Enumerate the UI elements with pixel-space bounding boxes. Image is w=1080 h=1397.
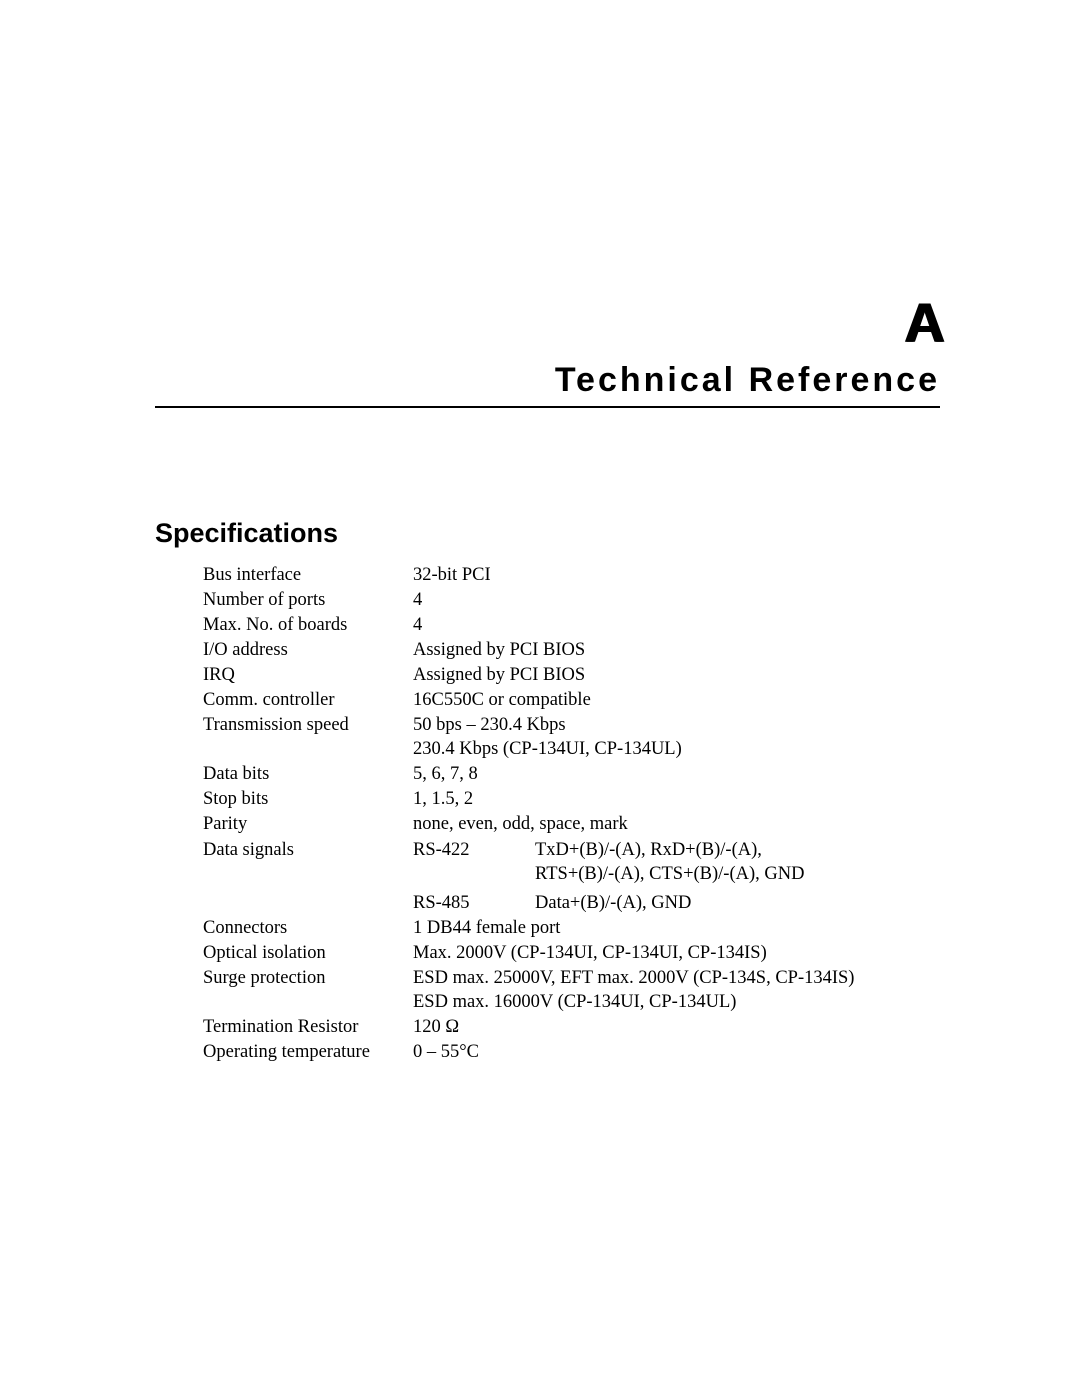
spec-label: Parity: [203, 812, 413, 836]
spec-label: IRQ: [203, 663, 413, 687]
spec-value: 4: [413, 613, 940, 637]
spec-value-line: ESD max. 25000V, EFT max. 2000V (CP-134S…: [413, 966, 940, 990]
spec-row: Connectors 1 DB44 female port: [203, 916, 940, 940]
spec-value: 120 Ω: [413, 1015, 940, 1039]
spec-subcol: TxD+(B)/-(A), RxD+(B)/-(A), RTS+(B)/-(A)…: [535, 838, 940, 886]
spec-label: Stop bits: [203, 787, 413, 811]
spec-subcol: Data+(B)/-(A), GND: [535, 891, 940, 915]
spec-row: IRQ Assigned by PCI BIOS: [203, 663, 940, 687]
spec-value: none, even, odd, space, mark: [413, 812, 940, 836]
spec-label: Comm. controller: [203, 688, 413, 712]
spec-row: Optical isolation Max. 2000V (CP-134UI, …: [203, 941, 940, 965]
spec-value: 1 DB44 female port: [413, 916, 940, 940]
spec-value: 4: [413, 588, 940, 612]
spec-value: 32-bit PCI: [413, 563, 940, 587]
spec-row: Data bits 5, 6, 7, 8: [203, 762, 940, 786]
spec-value: Assigned by PCI BIOS: [413, 638, 940, 662]
spec-row: Max. No. of boards 4: [203, 613, 940, 637]
spec-label: Bus interface: [203, 563, 413, 587]
spec-value-line: 230.4 Kbps (CP-134UI, CP-134UL): [413, 737, 940, 761]
spec-label: Surge protection: [203, 966, 413, 990]
spec-value: Max. 2000V (CP-134UI, CP-134UI, CP-134IS…: [413, 941, 940, 965]
spec-value: 16C550C or compatible: [413, 688, 940, 712]
spec-label: Operating temperature: [203, 1040, 413, 1064]
spec-row: Number of ports 4: [203, 588, 940, 612]
spec-row: Operating temperature 0 – 55°C: [203, 1040, 940, 1064]
spec-label: Optical isolation: [203, 941, 413, 965]
spec-label: Connectors: [203, 916, 413, 940]
spec-subcol: RS-422: [413, 838, 535, 886]
spec-value: 1, 1.5, 2: [413, 787, 940, 811]
spec-row: Termination Resistor 120 Ω: [203, 1015, 940, 1039]
spec-label: Data signals: [203, 838, 413, 862]
spec-value: 0 – 55°C: [413, 1040, 940, 1064]
spec-row: I/O address Assigned by PCI BIOS: [203, 638, 940, 662]
spec-value: 5, 6, 7, 8: [413, 762, 940, 786]
spec-label: I/O address: [203, 638, 413, 662]
spec-value: RS-422 TxD+(B)/-(A), RxD+(B)/-(A), RTS+(…: [413, 838, 940, 915]
spec-row: Data signals RS-422 TxD+(B)/-(A), RxD+(B…: [203, 838, 940, 915]
spec-label: Transmission speed: [203, 713, 413, 737]
spec-row: Surge protection ESD max. 25000V, EFT ma…: [203, 966, 940, 1014]
spec-row: Comm. controller 16C550C or compatible: [203, 688, 940, 712]
spec-row: Stop bits 1, 1.5, 2: [203, 787, 940, 811]
spec-value-line: RTS+(B)/-(A), CTS+(B)/-(A), GND: [535, 862, 940, 886]
spec-value-line: TxD+(B)/-(A), RxD+(B)/-(A),: [535, 838, 940, 862]
spec-label: Number of ports: [203, 588, 413, 612]
specifications-table: Bus interface 32-bit PCI Number of ports…: [203, 563, 940, 1064]
spec-label: Max. No. of boards: [203, 613, 413, 637]
spec-row: Transmission speed 50 bps – 230.4 Kbps 2…: [203, 713, 940, 761]
spec-row: Parity none, even, odd, space, mark: [203, 812, 940, 836]
spec-value: Assigned by PCI BIOS: [413, 663, 940, 687]
spec-row: Bus interface 32-bit PCI: [203, 563, 940, 587]
spec-label: Data bits: [203, 762, 413, 786]
spec-subcol: RS-485: [413, 891, 535, 915]
chapter-title: Technical Reference: [155, 361, 940, 408]
spec-value: 50 bps – 230.4 Kbps 230.4 Kbps (CP-134UI…: [413, 713, 940, 761]
spec-value-line: ESD max. 16000V (CP-134UI, CP-134UL): [413, 990, 940, 1014]
spec-value: ESD max. 25000V, EFT max. 2000V (CP-134S…: [413, 966, 940, 1014]
spec-label: Termination Resistor: [203, 1015, 413, 1039]
section-title: Specifications: [155, 518, 940, 549]
appendix-letter: A: [155, 290, 944, 355]
spec-value-line: 50 bps – 230.4 Kbps: [413, 713, 940, 737]
